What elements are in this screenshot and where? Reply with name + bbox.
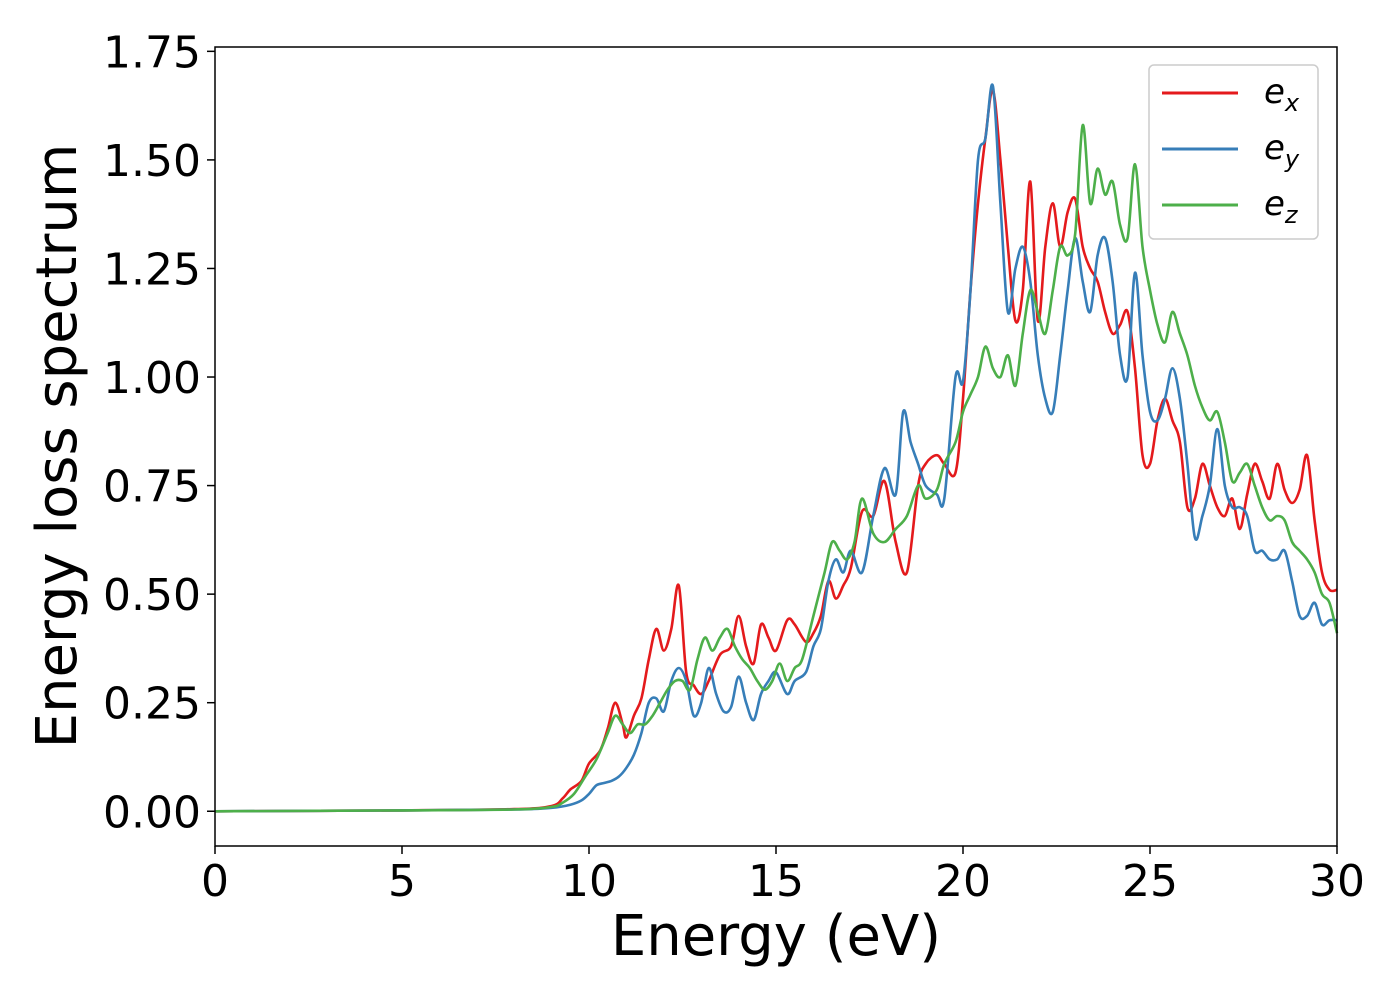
y-axis-label: Energy loss spectrum bbox=[25, 144, 90, 749]
y-tick-label: 1.00 bbox=[103, 353, 201, 404]
y-tick-label: 0.00 bbox=[103, 787, 201, 838]
y-tick-label: 0.25 bbox=[103, 679, 201, 730]
series-line-x bbox=[214, 89, 1338, 813]
x-tick-label: 30 bbox=[1309, 856, 1365, 907]
y-tick-label: 0.75 bbox=[103, 462, 201, 513]
legend-box bbox=[1148, 64, 1319, 240]
x-tick-label: 10 bbox=[561, 856, 617, 907]
y-tick-label: 1.50 bbox=[103, 136, 201, 187]
x-tick-label: 15 bbox=[748, 856, 804, 907]
legend: ex ey ez bbox=[1148, 64, 1319, 240]
y-tick-label: 1.75 bbox=[103, 27, 201, 78]
y-tick-label: 1.25 bbox=[103, 244, 201, 295]
y-tick-label: 0.50 bbox=[103, 570, 201, 621]
x-tick-label: 20 bbox=[935, 856, 991, 907]
legend-label-z: ez bbox=[1264, 184, 1299, 229]
x-tick-label: 25 bbox=[1122, 856, 1178, 907]
x-axis-label: Energy (eV) bbox=[611, 904, 941, 969]
legend-label-x: ex bbox=[1264, 72, 1300, 117]
legend-label-y: ey bbox=[1264, 128, 1300, 173]
x-axis: 0 5 10 15 20 25 30 bbox=[201, 846, 1365, 907]
x-tick-label: 5 bbox=[388, 856, 416, 907]
y-axis: 0.00 0.25 0.50 0.75 1.00 1.25 1.50 1.75 bbox=[103, 27, 215, 838]
series-layer bbox=[214, 83, 1339, 813]
series-line-z bbox=[214, 123, 1339, 813]
x-tick-label: 0 bbox=[201, 856, 229, 907]
